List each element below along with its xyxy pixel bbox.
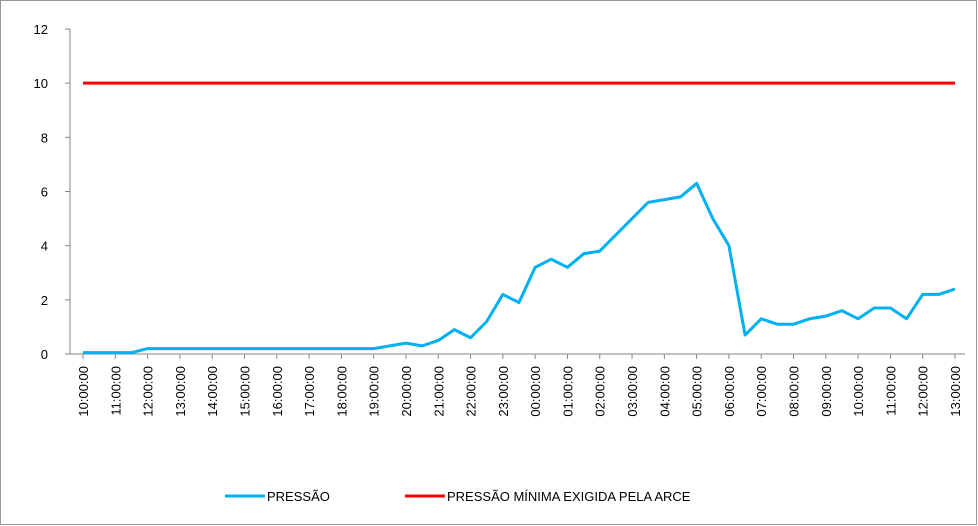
x-tick-label: 09:00:00 [819, 366, 834, 417]
x-tick-label: 05:00:00 [690, 366, 705, 417]
x-tick-label: 12:00:00 [916, 366, 931, 417]
x-tick-label: 17:00:00 [302, 366, 317, 417]
x-tick-label: 10:00:00 [76, 366, 91, 417]
x-tick-label: 08:00:00 [787, 366, 802, 417]
x-tick-label: 11:00:00 [883, 366, 898, 416]
x-tick-label: 03:00:00 [625, 366, 640, 417]
legend-label: PRESSÃO [267, 489, 330, 504]
x-tick-label: 04:00:00 [657, 366, 672, 417]
x-tick-label: 18:00:00 [334, 366, 349, 417]
y-tick-label: 6 [41, 185, 48, 200]
x-tick-label: 00:00:00 [528, 366, 543, 417]
y-tick-label: 4 [41, 239, 48, 254]
x-tick-label: 15:00:00 [237, 366, 252, 417]
x-tick-label: 12:00:00 [141, 366, 156, 417]
y-tick-label: 2 [41, 293, 48, 308]
x-tick-label: 10:00:00 [851, 366, 866, 417]
x-tick-label: 21:00:00 [431, 366, 446, 417]
x-tick-label: 13:00:00 [948, 366, 963, 417]
x-tick-label: 23:00:00 [496, 366, 511, 417]
y-tick-label: 10 [34, 76, 48, 91]
x-tick-label: 13:00:00 [173, 366, 188, 417]
legend-label: PRESSÃO MÍNIMA EXIGIDA PELA ARCE [447, 489, 691, 504]
x-tick-label: 02:00:00 [593, 366, 608, 417]
x-tick-label: 06:00:00 [722, 366, 737, 417]
x-tick-label: 19:00:00 [367, 366, 382, 417]
y-tick-label: 0 [41, 347, 48, 362]
x-tick-label: 20:00:00 [399, 366, 414, 417]
series-line [83, 181, 956, 355]
x-tick-label: 11:00:00 [108, 366, 123, 416]
x-tick-label: 16:00:00 [270, 366, 285, 417]
y-tick-label: 8 [41, 130, 48, 145]
x-tick-label: 07:00:00 [754, 366, 769, 417]
y-tick-label: 12 [34, 22, 48, 37]
x-tick-label: 14:00:00 [205, 366, 220, 417]
x-tick-label: 22:00:00 [464, 366, 479, 417]
x-tick-label: 01:00:00 [560, 366, 575, 417]
